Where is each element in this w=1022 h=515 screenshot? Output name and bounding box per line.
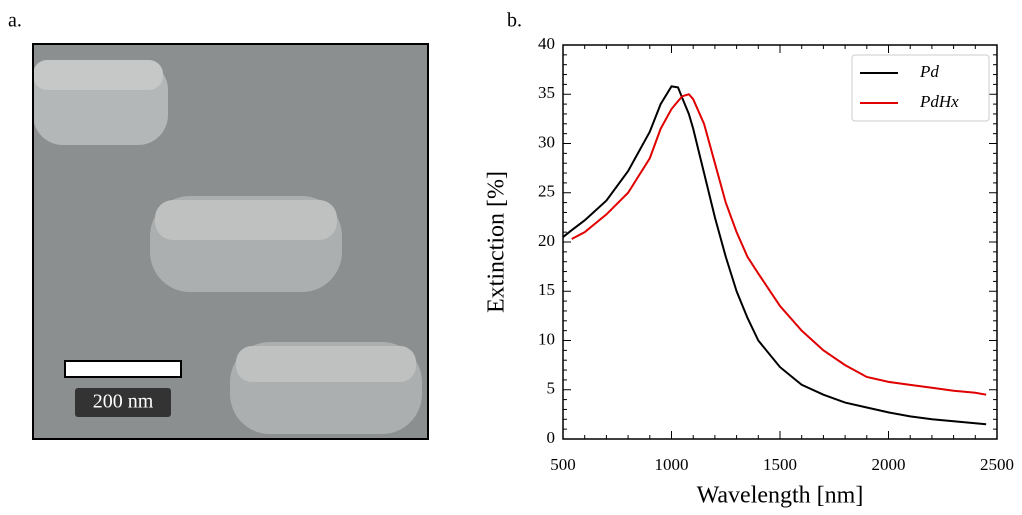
y-tick-label: 30 [538,132,555,151]
panel-label: a. [8,10,22,32]
series-line [563,85,987,426]
x-tick-label: 2000 [872,455,906,474]
y-tick-label: 40 [538,34,555,53]
legend-box [851,54,990,122]
scale-bar-label: 200 nm [93,391,154,413]
x-axis-title: Wavelength [nm] [697,483,864,509]
legend-label: PdHx [919,92,959,111]
sem-image [32,43,429,440]
plot-frame [562,44,998,440]
y-tick-label: 0 [547,428,556,447]
y-axis-title: Extinction [%] [484,171,510,313]
x-tick-label: 2500 [980,455,1014,474]
x-tick-label: 1000 [655,455,689,474]
y-tick-label: 5 [547,379,556,398]
y-tick-label: 10 [538,329,555,348]
panel-label: b. [507,10,522,32]
x-tick-label: 1500 [763,455,797,474]
x-tick-label: 500 [550,455,576,474]
y-tick-label: 25 [538,182,555,201]
legend-label: Pd [919,62,939,81]
y-tick-label: 35 [538,83,555,102]
y-tick-label: 15 [538,280,555,299]
y-tick-label: 20 [538,231,555,250]
series-line [571,93,987,396]
